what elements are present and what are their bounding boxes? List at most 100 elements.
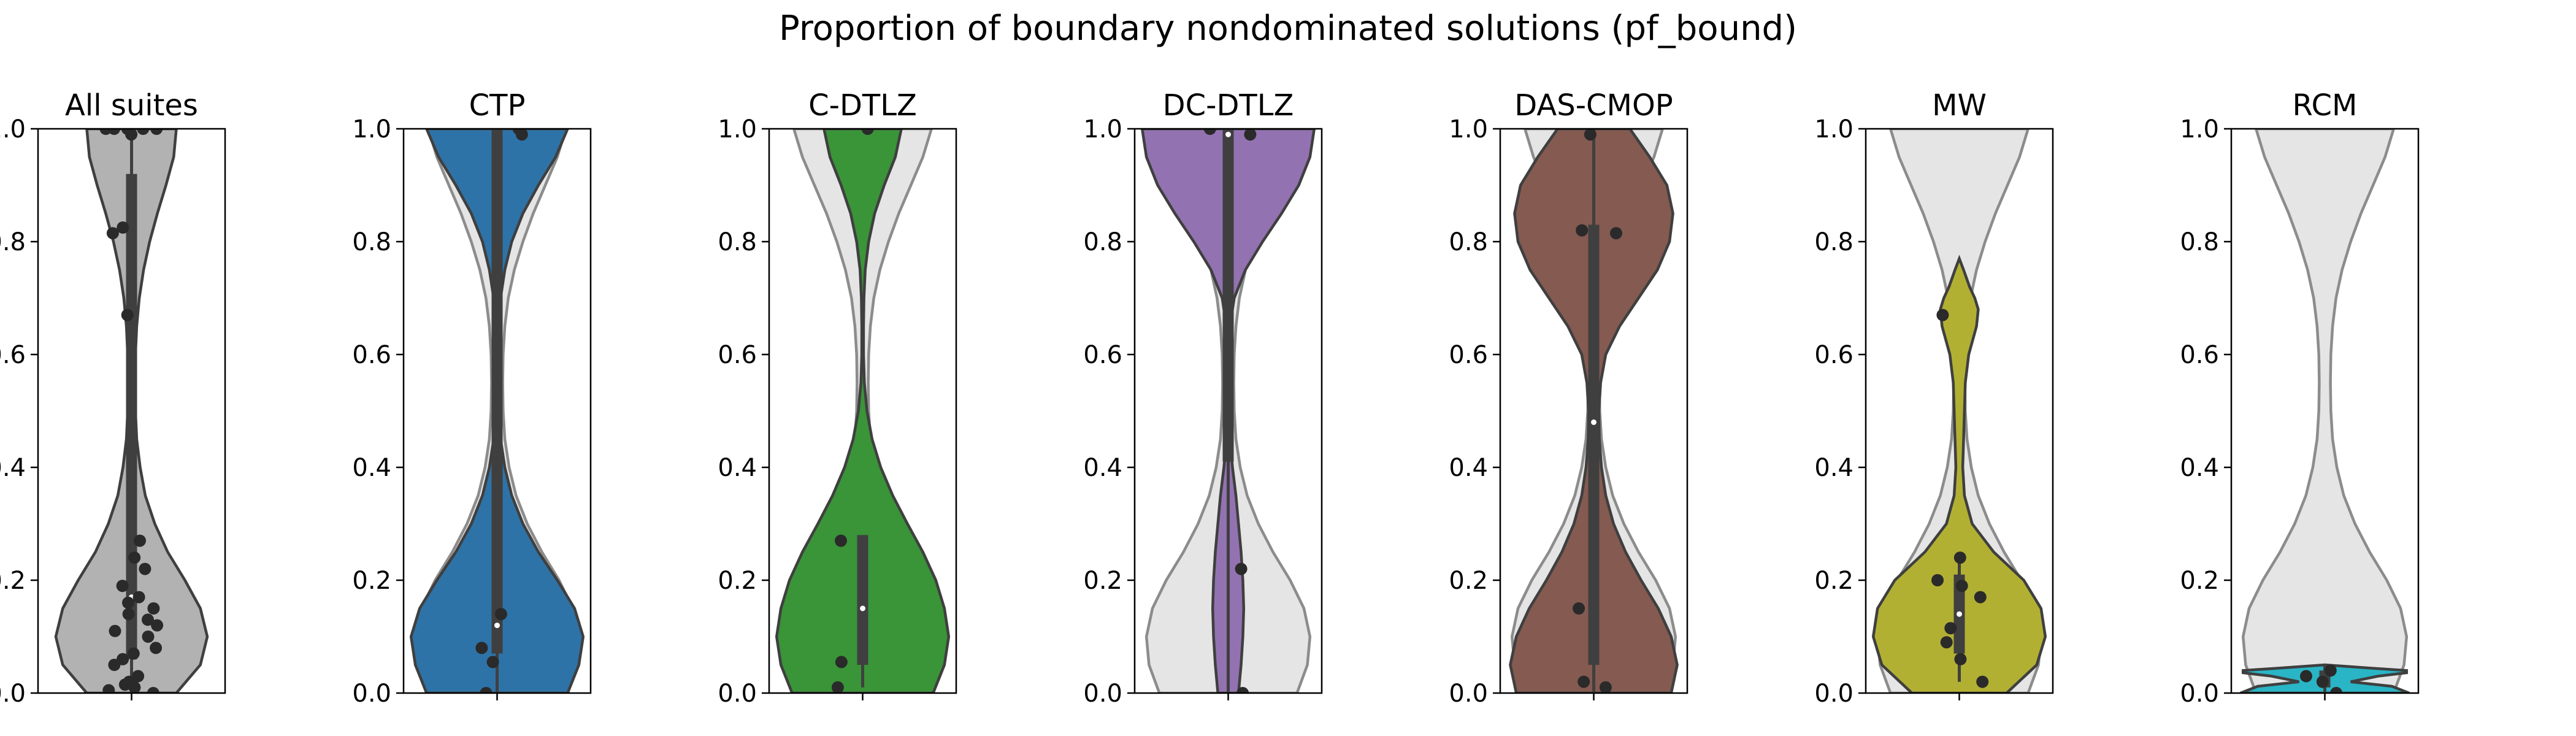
iqr-box [1222,129,1234,462]
panel-title: CTP [469,88,526,123]
y-tick-label: 1.0 [1083,115,1122,144]
data-point [137,129,150,135]
y-tick-label: 0.2 [2180,567,2219,595]
violin-body [775,129,951,693]
data-point [150,642,163,654]
plot-area [1509,129,1679,693]
median-marker [1957,611,1962,617]
y-tick-label: 0.2 [1449,567,1488,595]
plot-area [775,129,951,693]
panel-title: DAS-CMOP [1514,88,1673,123]
y-tick-label: 1.0 [2180,115,2219,144]
panel-das-cmop: 0.0 0.2 0.4 0.6 0.8 1.0 DAS-CMOP [1449,88,1689,708]
y-tick-label: 0.8 [0,228,26,256]
data-point [106,227,119,240]
iqr-box [857,535,868,665]
data-point [1573,602,1585,615]
panel-title: DC-DTLZ [1163,88,1294,123]
y-tick-label: 0.0 [718,680,757,708]
data-point [1940,636,1953,649]
y-tick-label: 0.8 [352,228,391,256]
data-point [122,608,135,621]
data-point [1203,129,1216,135]
median-marker [860,605,865,611]
data-point [475,642,488,654]
y-tick-label: 0.4 [2180,454,2219,482]
violin-body [1871,255,2047,693]
y-tick-label: 0.8 [718,228,757,256]
panel-all-suites: 0.0 0.2 0.4 0.6 0.8 1.0 All suites [0,88,226,708]
data-point [121,309,134,321]
y-tick-label: 1.0 [718,115,757,144]
data-point [139,562,151,575]
data-point [147,602,160,615]
data-point [486,656,499,669]
background-violin [2241,129,2409,693]
y-tick-label: 1.0 [0,115,26,144]
data-point [2316,675,2329,688]
panel-title: RCM [2293,88,2358,123]
plot-area [1871,129,2047,693]
data-point [102,684,115,693]
plot-area [2240,129,2410,693]
data-point [116,580,129,592]
data-point [861,129,874,135]
y-tick-label: 0.4 [1814,454,1853,482]
data-point [142,631,155,643]
data-point [1244,129,1257,141]
data-point [109,624,121,637]
data-point [2300,670,2312,683]
y-tick-label: 0.0 [1814,680,1853,708]
data-point [128,551,141,564]
data-point [1936,309,1949,321]
data-point [134,534,146,547]
panel-c-dtlz: 0.0 0.2 0.4 0.6 0.8 1.0 C-DTLZ [718,88,957,708]
y-tick-label: 0.4 [1449,454,1488,482]
y-tick-label: 0.4 [718,454,757,482]
panel-mw: 0.0 0.2 0.4 0.6 0.8 1.0 MW [1814,88,2054,708]
data-point [117,653,129,665]
y-tick-label: 0.0 [1449,680,1488,708]
data-point [1974,591,1987,604]
plot-area [409,129,585,693]
data-point [1599,681,1612,693]
data-point [1577,675,1590,688]
y-tick-label: 0.8 [1449,228,1488,256]
data-point [151,619,164,632]
data-point [121,129,134,135]
data-point [108,129,121,135]
y-tick-label: 0.2 [1814,567,1853,595]
median-marker [494,623,500,629]
data-point [1944,622,1957,635]
y-tick-label: 0.8 [1814,228,1853,256]
y-tick-label: 0.2 [0,567,26,595]
y-tick-label: 0.6 [352,341,391,369]
y-tick-label: 0.6 [1083,341,1122,369]
median-marker [1591,419,1597,425]
plot-area [54,129,209,693]
panel-rcm: 0.0 0.2 0.4 0.6 0.8 1.0 RCM [2180,88,2420,708]
iqr-box [126,174,137,659]
panel-title: C-DTLZ [808,88,917,123]
y-tick-label: 0.4 [0,454,26,482]
panel-title: All suites [65,88,198,123]
data-point [150,129,163,135]
y-tick-label: 1.0 [352,115,391,144]
data-point [1931,574,1944,586]
y-tick-label: 0.8 [2180,228,2219,256]
iqr-box [491,129,503,654]
data-point [2324,664,2337,677]
panel-ctp: 0.0 0.2 0.4 0.6 0.8 1.0 CTP [352,88,592,708]
data-point [123,675,136,688]
y-tick-label: 0.6 [0,341,26,369]
data-point [117,221,129,234]
y-tick-label: 0.0 [1083,680,1122,708]
iqr-box [1588,224,1600,665]
data-point [142,613,154,626]
y-tick-label: 0.6 [1814,341,1853,369]
data-point [132,591,145,604]
data-point [2330,687,2343,693]
plot-area [1140,129,1316,693]
y-tick-label: 0.2 [352,567,391,595]
